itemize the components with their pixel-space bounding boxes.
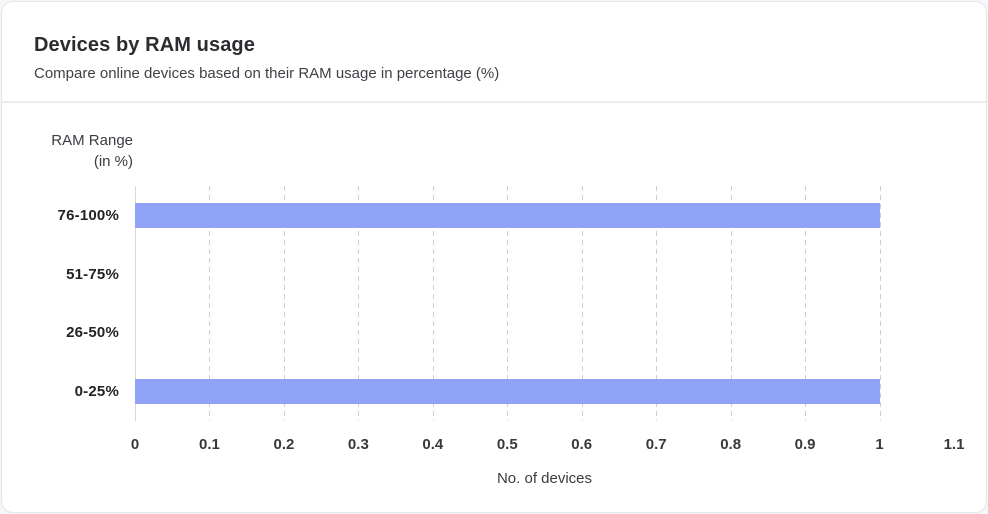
gridline [358, 186, 360, 421]
y-category-label: 76-100% [57, 206, 119, 224]
x-tick-label: 0.8 [720, 436, 742, 453]
gridline [805, 186, 807, 421]
card-header: Devices by RAM usage Compare online devi… [2, 2, 986, 103]
x-axis-title: No. of devices [496, 470, 593, 487]
x-tick-label: 1.1 [943, 436, 965, 453]
x-tick-label: 0.6 [571, 436, 593, 453]
gridline [656, 186, 658, 421]
y-axis-title-line2: (in %) [93, 153, 133, 170]
y-axis-title-line1: RAM Range [51, 132, 133, 149]
bar-rows [135, 186, 954, 421]
gridline [879, 186, 881, 421]
y-axis-title: RAM Range (in %) [2, 130, 133, 172]
gridline [507, 186, 509, 421]
x-tick-label: 0.4 [422, 436, 444, 453]
x-tick-label: 0.9 [794, 436, 816, 453]
y-category-label: 51-75% [66, 265, 119, 283]
x-tick-label: 0 [130, 436, 140, 453]
bar-row [135, 186, 954, 245]
bar-0-25%[interactable] [135, 379, 880, 405]
x-tick-label: 0.3 [347, 436, 369, 453]
y-category-label: 26-50% [66, 324, 119, 342]
x-tick-label: 0.5 [496, 436, 518, 453]
x-tick-label: 0.7 [645, 436, 667, 453]
zero-axis-line [135, 186, 136, 421]
gridline [209, 186, 211, 421]
bar-row [135, 304, 954, 363]
page-title: Devices by RAM usage [34, 34, 255, 56]
page-subtitle: Compare online devices based on their RA… [34, 65, 500, 82]
x-tick-label: 0.1 [199, 436, 220, 453]
y-category-label: 0-25% [74, 383, 119, 401]
bar-row [135, 362, 954, 421]
gridline [730, 186, 732, 421]
x-tick-label: 1 [875, 436, 884, 453]
bar-row [135, 245, 954, 304]
bar-76-100%[interactable] [135, 202, 880, 228]
x-tick-label: 0.2 [273, 436, 295, 453]
plot-area [135, 186, 954, 421]
gridline [581, 186, 583, 421]
y-category-labels: 76-100% 51-75% 26-50% 0-25% [2, 186, 119, 421]
x-axis-ticks: 0 0.1 0.2 0.3 0.4 0.5 0.6 0.7 0.8 0.9 1 1.1 [131, 435, 965, 455]
gridline [283, 186, 285, 421]
gridline [432, 186, 434, 421]
